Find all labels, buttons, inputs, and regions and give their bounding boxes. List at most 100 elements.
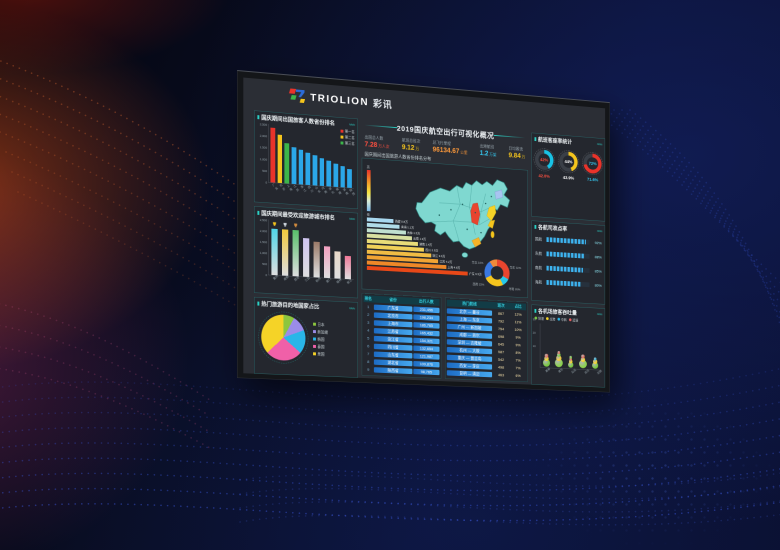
dotted-wave-line [0,113,253,248]
panel-throughput: 各机场旅客吞吐量 ≈≈≈ 到港 出港 中转 延误 30 20 10 首都 浦东 白云 双流 深圳 [531,304,606,388]
panel-punctuality: 各航司准点率 ≈≈≈ 国航 92% 东航 88% 南航 85% 海航 80% [531,220,606,305]
axis-tick: 1,000 [259,157,268,162]
bar [323,246,331,279]
table-cell: 792 [498,318,505,324]
airline-value: 80% [594,282,602,288]
airline-bar [546,237,587,245]
table-cell: 8% [515,350,521,355]
bar [298,149,304,185]
title-decoration-line [364,124,398,129]
axis-tick: 1,000 [259,251,268,256]
brand-logo: TRIOLION 彩讯 [288,88,393,111]
bar-column [298,126,304,185]
wave-decoration-icon: ≈≈≈ [596,141,603,147]
gauge: 42% 42.0% [533,147,555,180]
gauge-ring-outline: 44% [557,149,579,174]
donut-label: 华东 32% [509,266,522,270]
center-column: 2019国庆航空出行可视化概况 出国总人数 7.28万人次 航班总班次 9.12万 总飞… [361,119,528,385]
bar-plot [268,123,354,189]
dotted-wave-line [0,417,780,447]
dotted-wave-line [0,484,780,507]
bar [303,237,310,277]
axis-tick: 0 [265,274,268,278]
axis-tick: 500 [262,262,268,267]
bar [340,166,345,188]
bar-column [313,222,321,278]
kpi-stat: 出国总人数 7.28万人次 [365,134,390,150]
scale-high-label: 高 [366,165,370,170]
map-color-scale: 高 低 [366,164,371,217]
legend-item: 中转 [557,317,567,322]
table-cell: 98,765 [413,368,440,375]
table-cell: 7% [515,357,521,363]
axis-tick: 10 [532,345,536,349]
bar-column [281,220,289,276]
triolion-logo-icon [288,88,306,104]
gauge-center: 42% [538,153,550,167]
legend-swatch [568,318,572,322]
dotted-wave-line [0,95,253,231]
legend-label: 出港 [549,317,556,322]
table-cell: 7% [515,365,521,371]
wave-decoration-icon: ≈≈≈ [596,311,603,317]
axis-label: 首都 [545,367,551,374]
table-cell: 4 [367,327,370,333]
kpi-stat: 总飞行里程 96134.67公里 [433,140,468,157]
ranking-label: 上海 4.8万 [447,266,461,270]
bar [312,155,318,186]
table-cell: 6 [367,343,370,349]
dotted-wave-line [0,501,780,522]
region-donut-chart: 华北 10% 华东 32% 西南 22% 华南 26% [472,255,521,292]
kpi-stat: 航班总班次 9.12万 [402,137,420,153]
legend-label: 美国 [317,351,325,357]
kpi-value-row: 9.84万 [509,151,526,161]
dotted-wave-line [0,401,780,432]
dotted-wave-line [0,367,780,402]
legend-label: 到港 [538,317,544,321]
legend-swatch [313,322,316,326]
wave-decoration-icon: ≈≈≈ [596,228,603,234]
table-header-cell: 占比 [514,304,522,309]
airline-bar [546,280,581,287]
table-cell: 7 [367,351,370,356]
dotted-wave-line [0,324,211,417]
wave-decoration-icon: ≈≈≈ [349,216,355,222]
ranking-label: 江苏 4.2万 [439,260,453,265]
legend-label: 韩国 [317,336,325,342]
pie-legend: 日本 新加坡 韩国 泰国 美国 [313,321,328,357]
airline-bar-track [546,265,590,273]
kpi-unit: 万架 [489,152,497,158]
axis-tick: 2,500 [259,218,268,223]
bar-plot [268,219,354,280]
table-cell: 198,234 [413,314,440,321]
table-cell: 杭州 — 大阪 [446,346,493,355]
ranking-label: 云南 1.9万 [413,237,427,242]
dotted-wave-line [597,109,780,295]
table-cell: 重庆 — 普吉岛 [446,354,493,362]
dotted-wave-line [17,191,253,316]
panel-load-factor: 航班客座率统计 ≈≈≈ 42% 42.0% 44% 43.9% 72% 71.6% [531,132,606,222]
bar [319,157,325,187]
axis-tick: 1,500 [259,146,268,150]
bubble [544,353,549,358]
axis-tick: 30 [532,318,536,322]
panel-country-pie: 热门旅游目的地国家占比 ≈≈≈ 日本 新加坡 韩国 泰国 美国 [254,296,358,378]
panel-title: 航班客座率统计 [535,135,572,146]
trophy-icon [272,220,277,229]
trophy-icon [293,221,298,230]
bar-column [270,124,276,183]
logo-blue-shape [296,89,305,97]
airline-bar-track [546,251,590,259]
kpi-value-row: 1.2万架 [480,149,497,159]
table-cell: 121,987 [413,352,440,360]
y-axis-ticks: 2,500 2,000 1,500 1,000 500 0 [256,219,267,277]
kpi-value-row: 7.28万人次 [365,140,390,151]
axis-tick: 0 [265,181,268,185]
legend-label: 新加坡 [317,329,329,335]
airline-bar-track [546,237,590,245]
table-cell: 浙江省 [373,335,413,343]
dotted-wave-line [0,77,253,214]
pie-ring [258,310,309,365]
dotted-wave-line [0,468,780,492]
